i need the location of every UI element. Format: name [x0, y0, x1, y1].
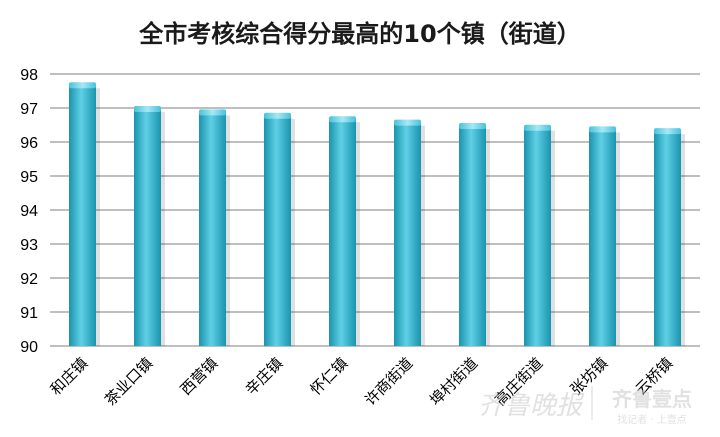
bar	[524, 124, 555, 346]
y-tick-label: 97	[20, 101, 38, 118]
bar-body	[524, 126, 551, 346]
bar	[654, 128, 685, 346]
y-tick-label: 94	[20, 203, 38, 220]
bar-body	[654, 130, 681, 346]
bar-cap	[394, 119, 421, 126]
watermark-brand: 齐鲁壹点	[612, 387, 692, 411]
y-axis-ticks: 90 91 92 93 94 95 96 97 98	[20, 67, 38, 356]
bar-body	[329, 118, 356, 346]
bar-cap	[199, 109, 226, 116]
bar	[589, 126, 620, 346]
y-tick-label: 93	[20, 237, 38, 254]
bar-cap	[264, 112, 291, 119]
watermark-main: 齐鲁晚报	[478, 391, 585, 421]
bar	[264, 112, 295, 346]
bar-cap	[134, 106, 161, 112]
y-tick-label: 96	[20, 135, 38, 152]
bar-cap	[329, 116, 356, 123]
bar-cap	[459, 123, 486, 129]
bar-cap	[524, 124, 551, 131]
y-tick-label: 90	[20, 339, 38, 356]
x-category-label: 埠村街道	[426, 354, 481, 409]
bar-body	[69, 84, 96, 346]
bar	[134, 106, 165, 346]
bars	[69, 82, 685, 347]
bar-body	[134, 108, 161, 346]
bar-cap	[589, 126, 616, 133]
chart-title: 全市考核综合得分最高的10个镇（街道）	[138, 20, 580, 48]
bar-body	[264, 114, 291, 346]
x-category-label: 茶业口镇	[101, 354, 156, 409]
bar-body	[199, 111, 226, 347]
x-category-label: 西营镇	[177, 354, 222, 399]
y-tick-label: 98	[20, 67, 38, 84]
y-tick-label: 91	[20, 305, 38, 322]
x-category-label: 许商街道	[361, 354, 416, 409]
bar-body	[459, 125, 486, 346]
bar-cap	[69, 82, 96, 89]
x-category-label: 和庄镇	[47, 354, 92, 399]
x-category-label: 辛庄镇	[242, 354, 287, 399]
watermark: 齐鲁晚报 齐鲁壹点 找记者 · 上壹点	[478, 386, 692, 426]
bar	[329, 116, 360, 346]
bar-cap	[654, 128, 681, 135]
y-tick-label: 95	[20, 169, 38, 186]
y-tick-label: 92	[20, 271, 38, 288]
bar	[199, 109, 230, 347]
bar	[394, 119, 425, 346]
bar-body	[394, 121, 421, 346]
bar	[459, 123, 490, 346]
x-category-label: 怀仁镇	[307, 354, 352, 399]
watermark-slogan: 找记者 · 上壹点	[617, 413, 687, 426]
bar-body	[589, 128, 616, 346]
bar	[69, 82, 100, 346]
